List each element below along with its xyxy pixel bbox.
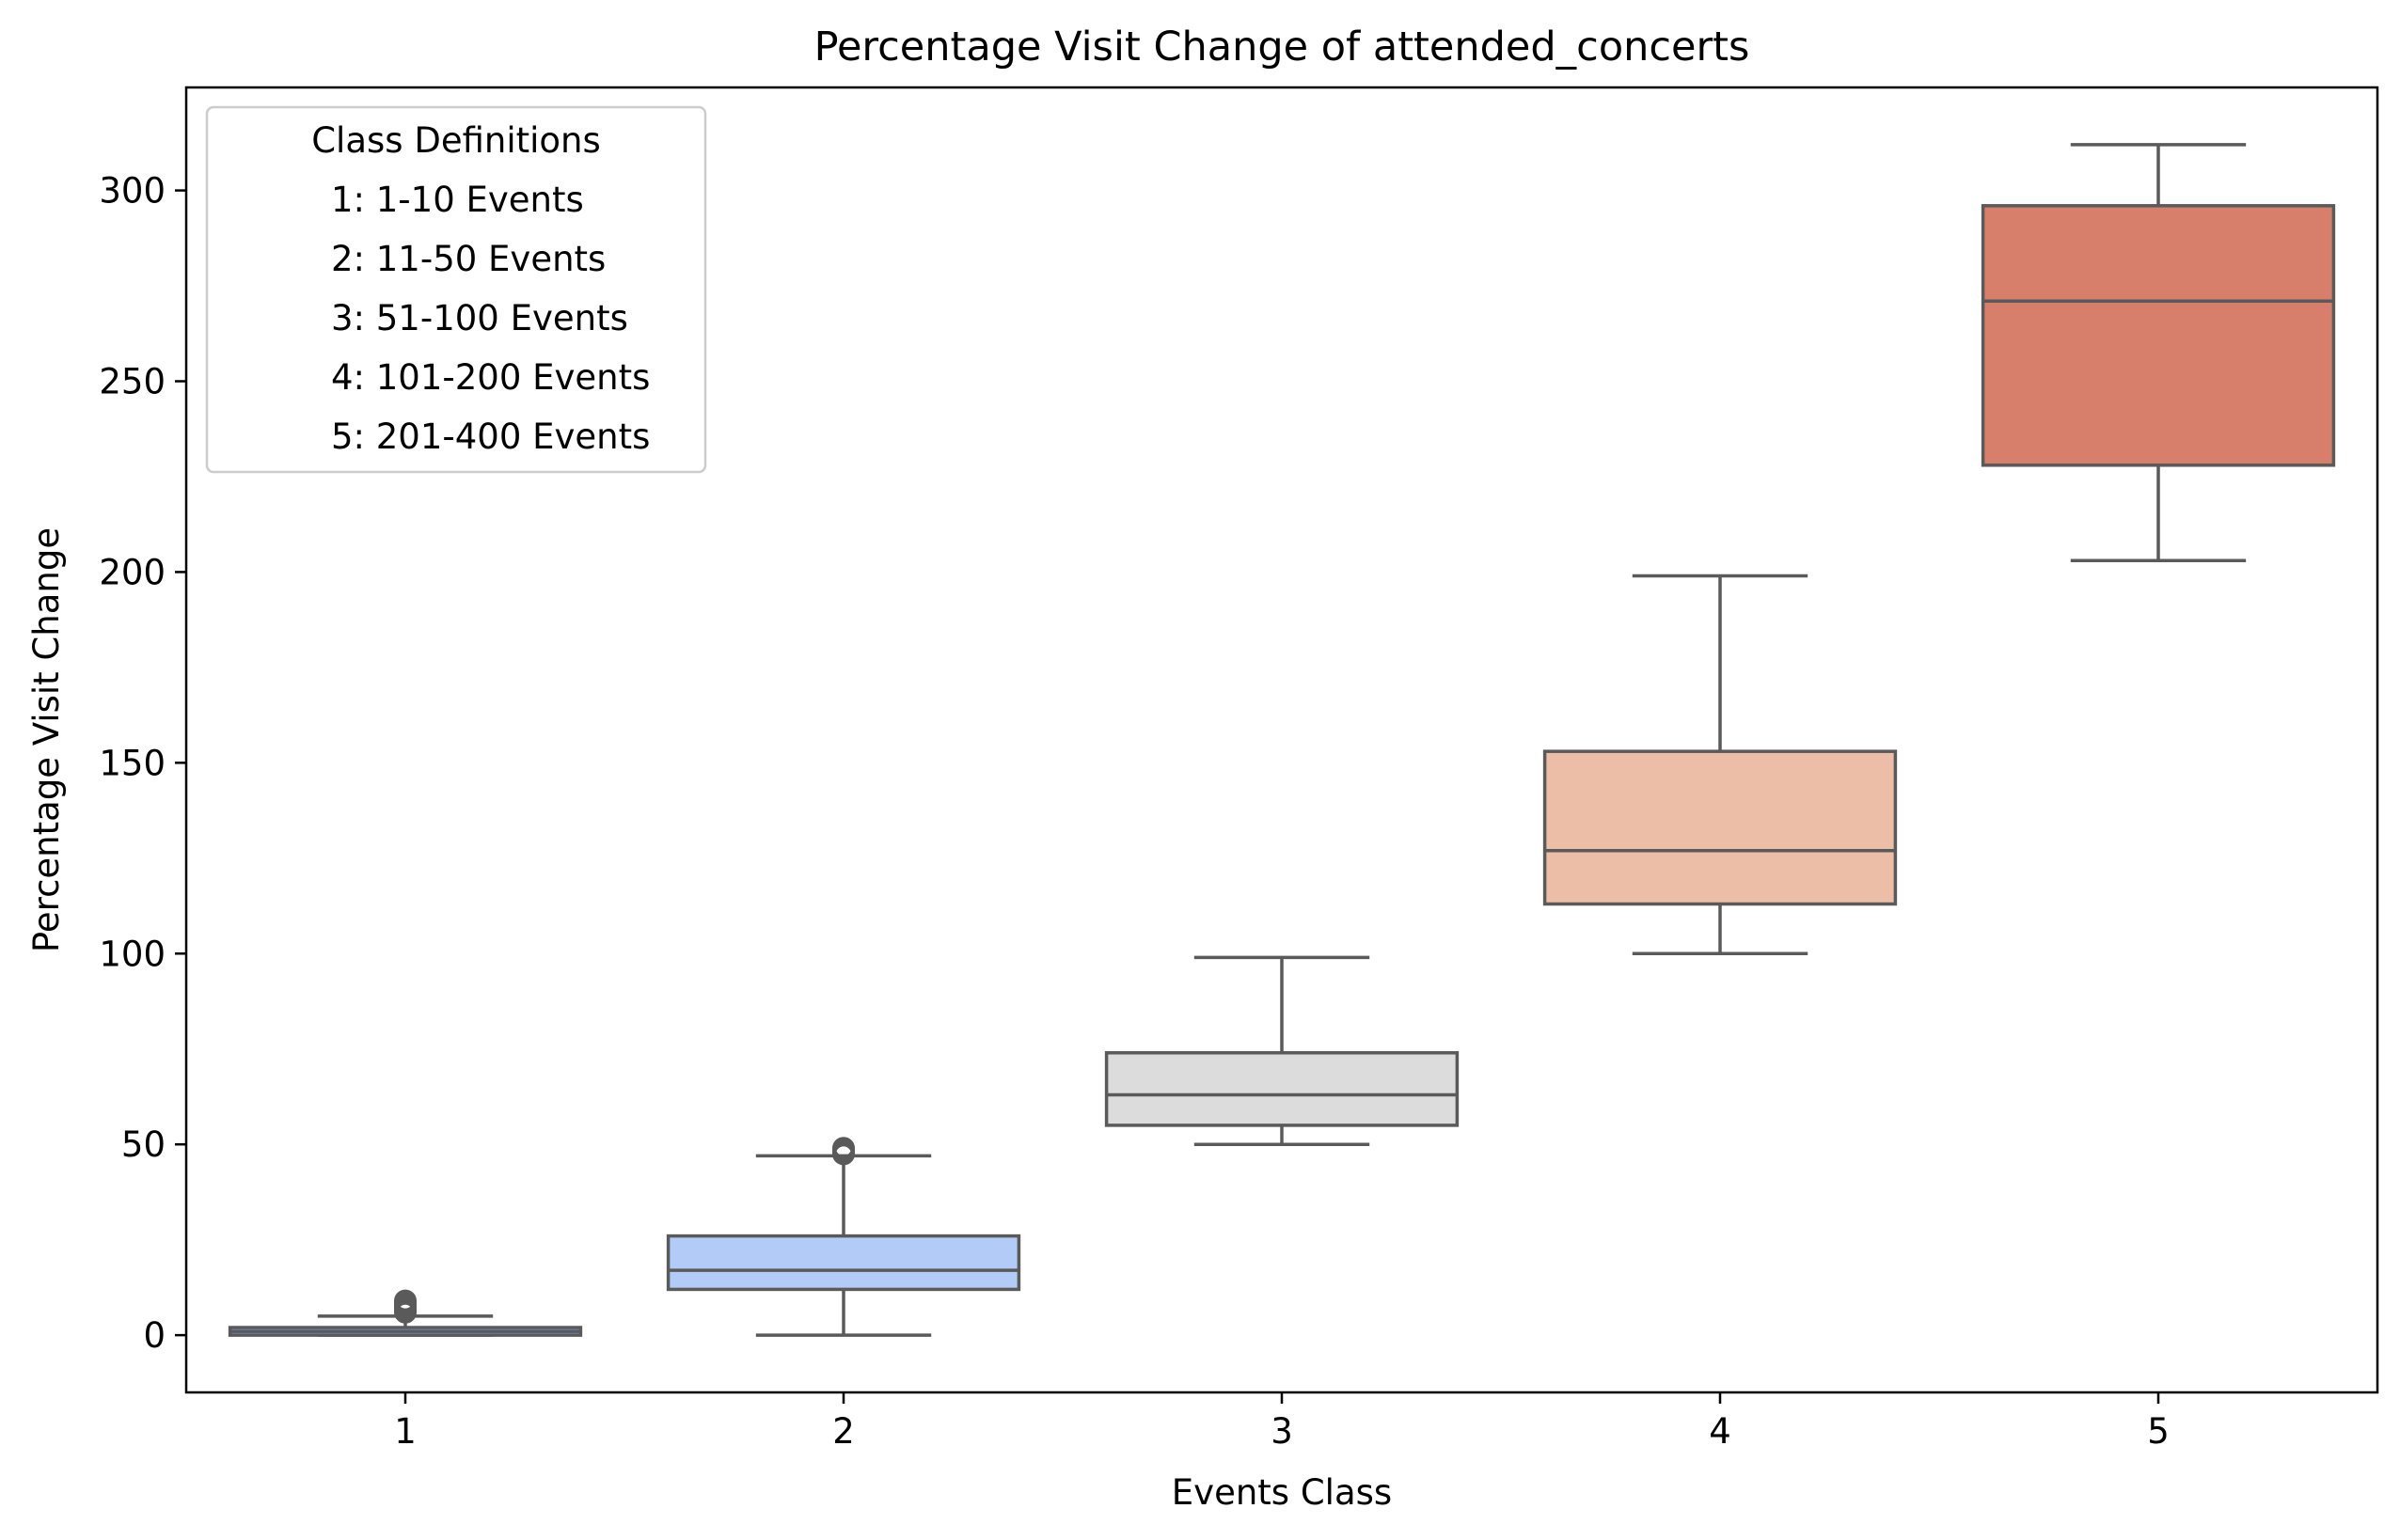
x-tick-label: 1: [394, 1411, 417, 1452]
box-1: [228, 1289, 583, 1337]
y-tick-label: 250: [99, 362, 166, 402]
outlier-point: [394, 1289, 417, 1312]
box-body: [1542, 749, 1898, 906]
plot-area: [228, 143, 2336, 1337]
y-tick-label: 50: [121, 1124, 166, 1165]
box-body: [666, 1234, 1021, 1292]
x-tick-label: 5: [2147, 1411, 2170, 1452]
x-tick-label: 2: [832, 1411, 855, 1452]
legend-entry: 3: 51-100 Events: [331, 298, 628, 338]
x-axis-label: Events Class: [1172, 1472, 1392, 1513]
legend-entry: 5: 201-400 Events: [331, 416, 650, 457]
x-axis: 1 2 3 4 5: [394, 1392, 2170, 1452]
x-tick-label: 4: [1709, 1411, 1731, 1452]
box-3: [1104, 955, 1460, 1146]
box-body: [1981, 204, 2336, 467]
x-tick-label: 3: [1271, 1411, 1293, 1452]
y-tick-label: 0: [143, 1315, 166, 1356]
legend-entry: 2: 11-50 Events: [331, 239, 606, 279]
y-tick-label: 150: [99, 743, 166, 783]
chart-title: Percentage Visit Change of attended_conc…: [814, 24, 1750, 71]
box-2: [666, 1137, 1021, 1337]
outlier-point: [832, 1137, 855, 1160]
y-tick-label: 300: [99, 171, 166, 212]
legend-title: Class Definitions: [311, 120, 601, 161]
y-tick-label: 100: [99, 934, 166, 974]
legend-entries: 1: 1-10 Events 2: 11-50 Events 3: 51-100 E…: [331, 180, 650, 457]
legend-entry: 4: 101-200 Events: [331, 357, 650, 398]
box-5: [1981, 143, 2336, 563]
box-body: [1104, 1051, 1460, 1127]
legend-entry: 1: 1-10 Events: [331, 180, 584, 220]
y-tick-label: 200: [99, 552, 166, 592]
y-axis-label: Percentage Visit Change: [26, 527, 67, 952]
y-axis: 0 50 100 150 200 250 300: [99, 171, 186, 1356]
legend: Class Definitions 1: 1-10 Events 2: 11-50…: [205, 105, 707, 474]
box-4: [1542, 574, 1898, 956]
legend-frame: [205, 105, 707, 474]
